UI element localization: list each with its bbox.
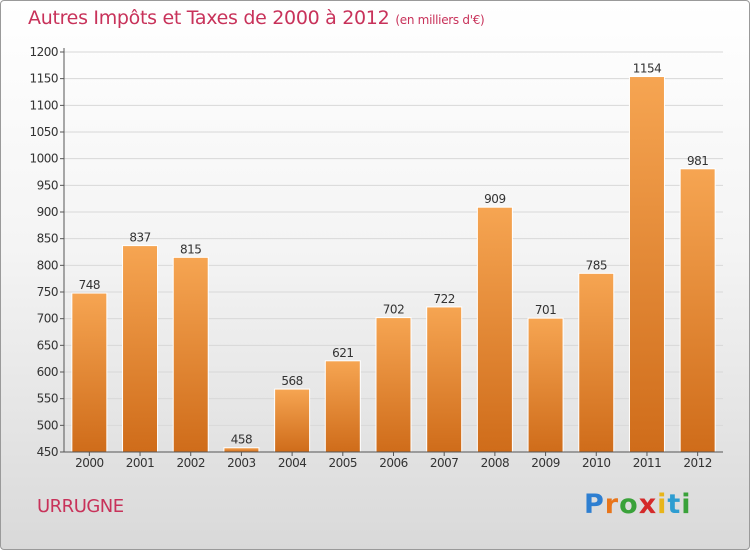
bar bbox=[122, 245, 159, 453]
chart-title-text: Autres Impôts et Taxes de 2000 à 2012 bbox=[28, 7, 390, 29]
y-tick-label: 500 bbox=[37, 418, 58, 432]
y-tick-label: 700 bbox=[37, 312, 58, 326]
x-tick-label: 2012 bbox=[683, 456, 712, 470]
data-label: 702 bbox=[383, 303, 404, 317]
x-tick-label: 2001 bbox=[126, 456, 155, 470]
x-tick-label: 2010 bbox=[582, 456, 611, 470]
bar bbox=[375, 317, 412, 453]
data-label: 909 bbox=[484, 192, 505, 206]
bar bbox=[274, 388, 311, 453]
x-tick-label: 2000 bbox=[75, 456, 104, 470]
data-label: 748 bbox=[79, 278, 100, 292]
bar bbox=[172, 256, 209, 453]
x-tick-label: 2011 bbox=[633, 456, 662, 470]
y-tick-label: 800 bbox=[37, 258, 58, 272]
x-tick-label: 2003 bbox=[227, 456, 256, 470]
y-tick-label: 450 bbox=[37, 445, 58, 459]
logo-letter: x bbox=[638, 489, 658, 520]
logo-letter: P bbox=[584, 489, 605, 520]
x-tick-label: 2009 bbox=[531, 456, 560, 470]
data-label: 722 bbox=[433, 292, 454, 306]
data-label: 621 bbox=[332, 346, 353, 360]
bar bbox=[527, 317, 564, 453]
x-tick-label: 2002 bbox=[176, 456, 205, 470]
y-tick-label: 850 bbox=[37, 232, 58, 246]
y-axis: 450 500 550 600 650 700 750 800 850 900 950 1000 105… bbox=[29, 45, 65, 459]
y-tick-label: 1200 bbox=[29, 45, 58, 59]
x-tick-label: 2006 bbox=[379, 456, 408, 470]
bar bbox=[679, 168, 716, 453]
x-tick-label: 2004 bbox=[278, 456, 307, 470]
data-label: 1154 bbox=[633, 62, 662, 76]
y-tick-label: 950 bbox=[37, 178, 58, 192]
x-axis: 2000 2001 2002 2003 2004 2005 2006 2007 2008 2009… bbox=[64, 451, 723, 470]
bar bbox=[476, 206, 513, 453]
data-label: 458 bbox=[231, 433, 252, 447]
y-tick-label: 650 bbox=[37, 338, 58, 352]
logo-letter: i bbox=[657, 489, 668, 520]
y-tick-label: 1050 bbox=[29, 125, 58, 139]
proxiti-logo[interactable]: Proxiti bbox=[584, 489, 692, 520]
bar bbox=[324, 360, 361, 453]
logo-letter: r bbox=[604, 489, 620, 520]
data-label: 837 bbox=[129, 231, 150, 245]
commune-name: URRUGNE bbox=[37, 496, 124, 517]
logo-letter: t bbox=[667, 489, 682, 520]
data-label: 568 bbox=[281, 374, 302, 388]
data-label: 815 bbox=[180, 242, 201, 256]
bar bbox=[426, 306, 463, 453]
data-label: 981 bbox=[687, 154, 708, 168]
bars: 748 837 815 458 568 621 702 722 909 701 785 1154 981 bbox=[71, 62, 716, 453]
y-tick-label: 750 bbox=[37, 285, 58, 299]
logo-letter: i bbox=[681, 489, 692, 520]
data-label: 785 bbox=[586, 258, 607, 272]
bar bbox=[71, 292, 108, 453]
x-tick-label: 2007 bbox=[430, 456, 459, 470]
x-tick-label: 2008 bbox=[481, 456, 510, 470]
bar bbox=[578, 272, 615, 453]
y-tick-label: 1100 bbox=[29, 98, 58, 112]
chart-title: Autres Impôts et Taxes de 2000 à 2012 (en… bbox=[28, 7, 485, 29]
chart-title-unit: (en milliers d'€) bbox=[395, 13, 485, 27]
data-label: 701 bbox=[535, 303, 556, 317]
y-tick-label: 600 bbox=[37, 365, 58, 379]
x-tick-label: 2005 bbox=[329, 456, 358, 470]
y-tick-label: 1150 bbox=[29, 72, 58, 86]
bar bbox=[628, 76, 665, 453]
y-tick-label: 1000 bbox=[29, 152, 58, 166]
logo-letter: o bbox=[619, 489, 639, 520]
y-tick-label: 900 bbox=[37, 205, 58, 219]
y-tick-label: 550 bbox=[37, 392, 58, 406]
bar bbox=[223, 447, 260, 453]
